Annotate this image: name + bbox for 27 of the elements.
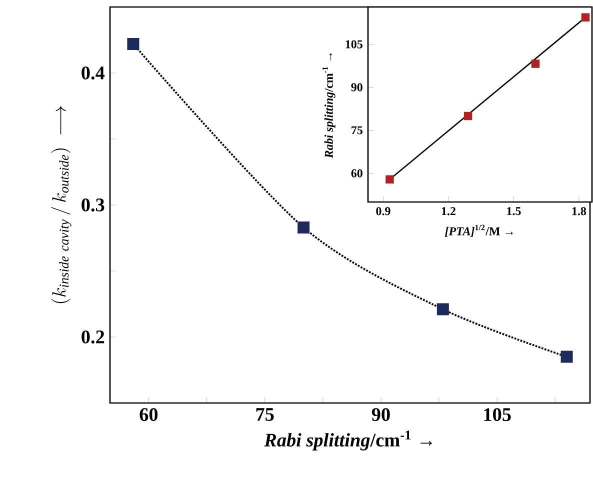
y-axis-title: Rabi splitting/cm$^{-1}$ → bbox=[322, 53, 336, 158]
point bbox=[298, 221, 310, 234]
x-axis-title: Rabi splitting/cm$^{-1}$ → bbox=[264, 430, 432, 450]
point bbox=[581, 13, 590, 22]
y-tick-label: 60 bbox=[351, 169, 362, 178]
x-axis-title: [PTA]$^{1/2}$/M → bbox=[445, 224, 513, 237]
point bbox=[531, 60, 540, 68]
x-tick-label: 105 bbox=[484, 408, 511, 422]
y-axis-title: $\left(k_{\mathit{inside\ cavity}}\,/\,k_{\mathit{outside}}\right)\;\longrightarrow$ bbox=[51, 106, 72, 304]
x-tick-label: 90 bbox=[372, 408, 390, 422]
y-tick-label: 105 bbox=[346, 40, 362, 48]
point bbox=[560, 350, 573, 363]
x-tick-label: 75 bbox=[256, 408, 274, 421]
y-tick-label: 0.3 bbox=[82, 198, 104, 212]
x-tick-label: 60 bbox=[140, 408, 158, 422]
y-tick-label: 0.2 bbox=[82, 330, 104, 344]
y-tick-label: 0.4 bbox=[82, 66, 105, 80]
y-tick-label: 90 bbox=[351, 83, 362, 92]
point bbox=[464, 112, 472, 120]
x-tick-label: 1.5 bbox=[507, 207, 521, 216]
x-tick-label: 1.2 bbox=[442, 207, 456, 216]
point bbox=[436, 303, 449, 316]
y-tick-label: 75 bbox=[352, 126, 362, 134]
x-tick-label: 1.8 bbox=[572, 207, 586, 216]
x-tick-label: 0.9 bbox=[376, 207, 390, 216]
point bbox=[127, 38, 140, 50]
point bbox=[386, 175, 394, 184]
